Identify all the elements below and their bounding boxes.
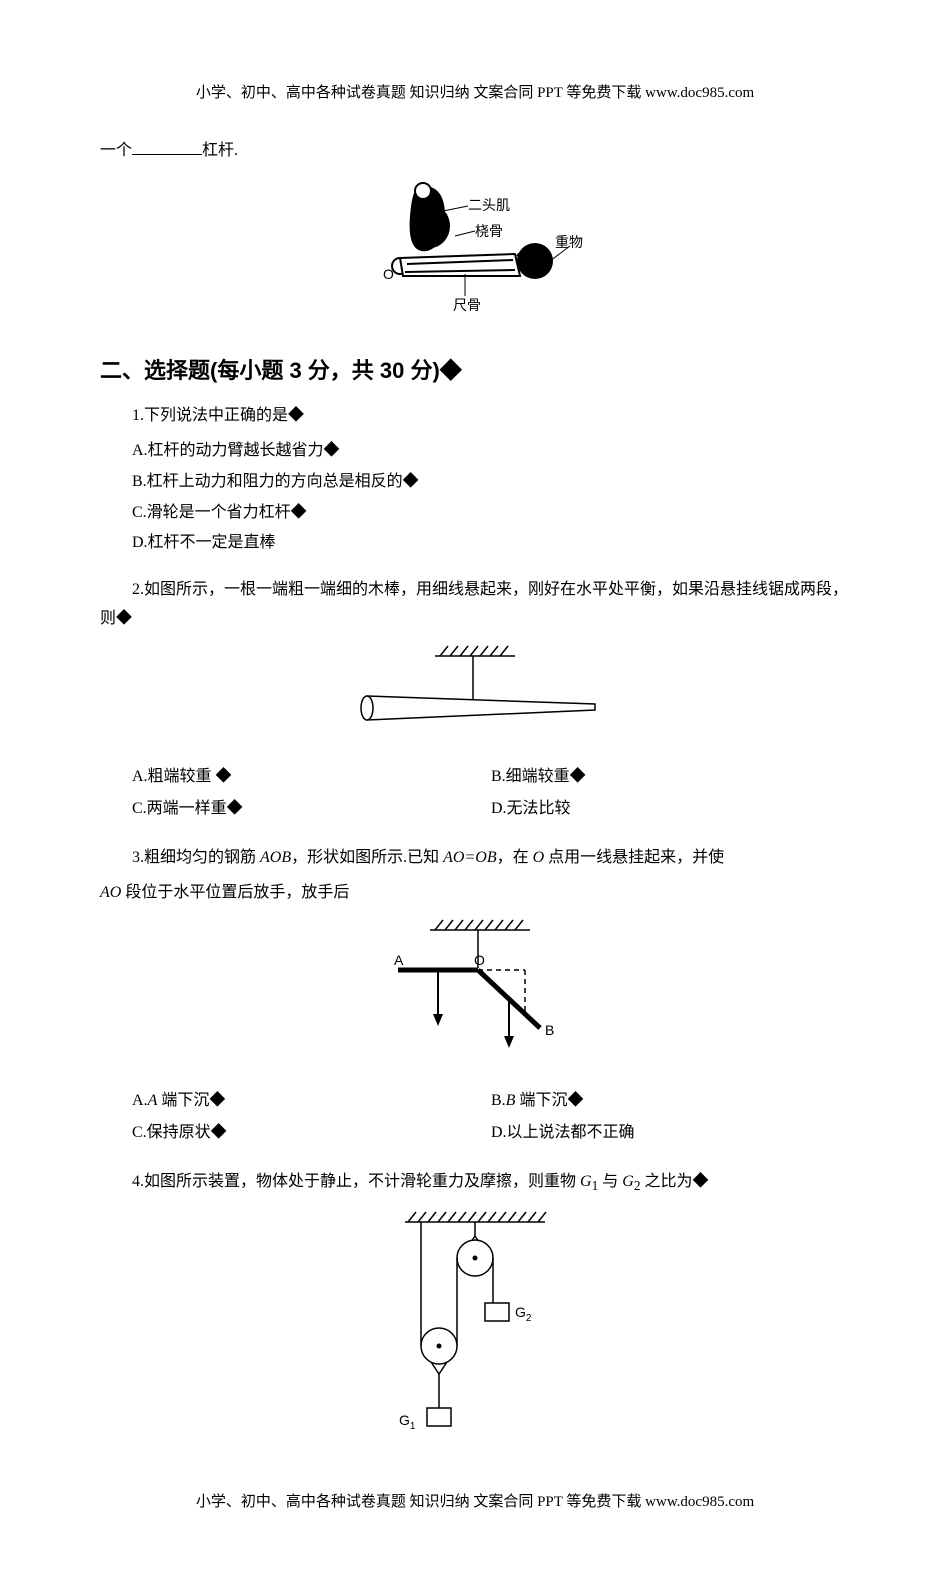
g2-sub: 2	[526, 1313, 532, 1324]
q2-a: A.粗端较重 ◆	[132, 763, 491, 792]
q1-stem: 1.下列说法中正确的是◆	[100, 402, 850, 431]
g1-sub: 1	[410, 1421, 416, 1432]
q3-l2-suffix: 段位于水平位置后放手，放手后	[121, 884, 349, 901]
bent-B: B	[545, 1018, 554, 1043]
page-footer: 小学、初中、高中各种试卷真题 知识归纳 文案合同 PPT 等免费下载 www.d…	[100, 1489, 850, 1516]
q3-a-prefix: A.	[132, 1092, 148, 1109]
q3-b: B.B 端下沉◆	[491, 1087, 850, 1116]
q1-c: C.滑轮是一个省力杠杆◆	[100, 499, 850, 528]
q4-suffix: 之比为◆	[641, 1173, 709, 1190]
q3-eq: AO=OB	[443, 849, 496, 866]
q4-g1: G	[580, 1173, 592, 1190]
q3-a-it: A	[148, 1092, 158, 1109]
q4-sub2: 2	[634, 1178, 641, 1193]
q1-d: D.杠杆不一定是直棒	[100, 529, 850, 558]
q3-mid1: ，形状如图所示.已知	[291, 849, 443, 866]
q2-c: C.两端一样重◆	[132, 795, 491, 824]
g1-g: G	[399, 1412, 410, 1428]
pulley-svg	[375, 1208, 575, 1438]
q3-c: C.保持原状◆	[132, 1119, 491, 1148]
q3-mid2: ，在	[497, 849, 533, 866]
figure-pulley: G2 G1	[100, 1208, 850, 1449]
partial-line: 一个 杠杆.	[100, 137, 850, 166]
figure-rod	[100, 644, 850, 745]
figure-bent: A O B	[100, 918, 850, 1069]
section-2-title: 二、选择题(每小题 3 分，共 30 分)◆	[100, 351, 850, 391]
q3-ao: AO	[100, 884, 121, 901]
figure-arm: 二头肌 桡骨 重物 尺骨 O	[100, 176, 850, 327]
label-ulna: 尺骨	[453, 294, 481, 319]
q3-b-it: B	[506, 1092, 516, 1109]
q1-a: A.杠杆的动力臂越长越省力◆	[100, 437, 850, 466]
q3-b-prefix: B.	[491, 1092, 506, 1109]
q3-options: A.A 端下沉◆ B.B 端下沉◆ C.保持原状◆ D.以上说法都不正确	[100, 1085, 850, 1151]
q3-a-suffix: 端下沉◆	[157, 1092, 225, 1109]
q3-stem-line2: AO 段位于水平位置后放手，放手后	[100, 879, 850, 908]
q3-stem: 3.粗细均匀的钢筋 AOB，形状如图所示.已知 AO=OB，在 O 点用一线悬挂…	[100, 844, 850, 873]
label-radius: 桡骨	[475, 220, 503, 245]
q2-d: D.无法比较	[491, 795, 850, 824]
q4-stem: 4.如图所示装置，物体处于静止，不计滑轮重力及摩擦，则重物 G1 与 G2 之比…	[100, 1168, 850, 1198]
bent-A: A	[394, 948, 403, 973]
q4-mid: 与	[598, 1173, 622, 1190]
rod-svg	[345, 644, 605, 734]
q2-stem: 2.如图所示，一根一端粗一端细的木棒，用细线悬起来，刚好在水平处平衡，如果沿悬挂…	[100, 576, 850, 634]
label-biceps: 二头肌	[468, 194, 510, 219]
pulley-g2: G2	[515, 1300, 531, 1328]
q3-d: D.以上说法都不正确	[491, 1119, 850, 1148]
q4-prefix: 4.如图所示装置，物体处于静止，不计滑轮重力及摩擦，则重物	[132, 1173, 580, 1190]
q3-suffix: 点用一线悬挂起来，并使	[544, 849, 724, 866]
q3-b-suffix: 端下沉◆	[515, 1092, 583, 1109]
q2-b: B.细端较重◆	[491, 763, 850, 792]
bent-O: O	[474, 948, 485, 973]
page-header: 小学、初中、高中各种试卷真题 知识归纳 文案合同 PPT 等免费下载 www.d…	[100, 80, 850, 107]
q3-prefix: 3.粗细均匀的钢筋	[132, 849, 260, 866]
label-weight: 重物	[555, 231, 583, 256]
pulley-g1: G1	[399, 1408, 415, 1436]
g2-g: G	[515, 1304, 526, 1320]
partial-prefix: 一个	[100, 142, 132, 159]
q3-aob: AOB	[260, 849, 291, 866]
partial-suffix: 杠杆.	[202, 142, 238, 159]
q2-options: A.粗端较重 ◆ B.细端较重◆ C.两端一样重◆ D.无法比较	[100, 761, 850, 827]
q3-o: O	[533, 849, 545, 866]
fill-blank	[132, 154, 202, 155]
label-O: O	[383, 262, 394, 287]
q3-a: A.A 端下沉◆	[132, 1087, 491, 1116]
q1-b: B.杠杆上动力和阻力的方向总是相反的◆	[100, 468, 850, 497]
q4-g2: G	[622, 1173, 634, 1190]
